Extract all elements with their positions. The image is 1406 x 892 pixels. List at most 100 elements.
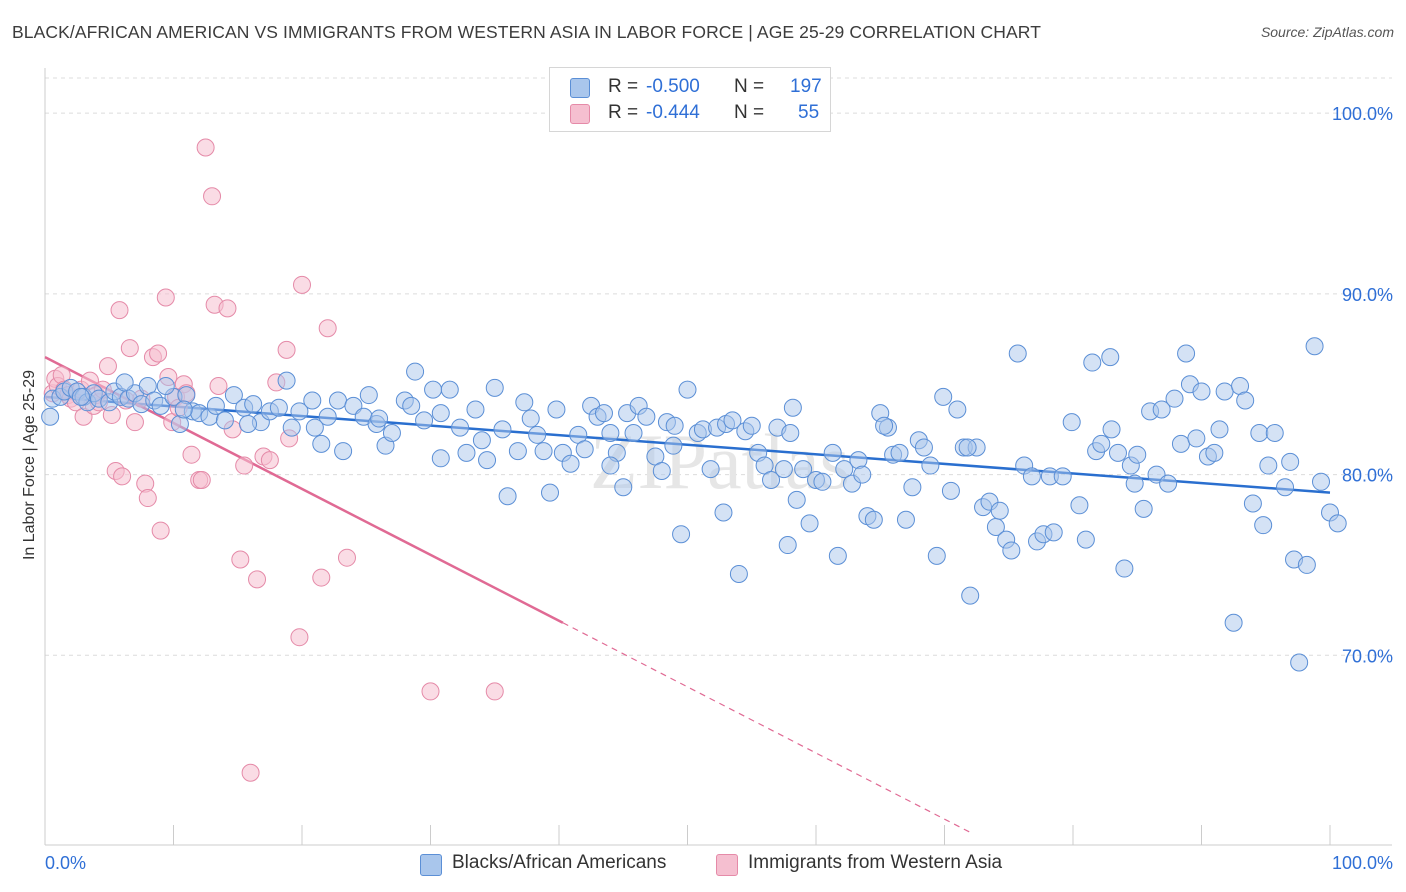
data-point-black-african-american [1102, 420, 1121, 439]
legend-swatch-blue [570, 78, 590, 98]
data-point-black-african-american [457, 443, 476, 462]
x-tick-label-min: 0.0% [45, 853, 86, 873]
data-point-western-asia [318, 319, 337, 338]
axes [44, 68, 1392, 846]
data-point-black-african-american [71, 387, 90, 406]
data-point-black-african-american [914, 438, 933, 457]
legend-r-value: -0.500 [646, 76, 700, 97]
data-point-western-asia [120, 339, 139, 358]
data-point-black-african-american [1152, 400, 1171, 419]
data-point-black-african-american [1290, 653, 1309, 672]
data-point-black-african-american [498, 487, 517, 506]
data-point-black-african-american [440, 380, 459, 399]
data-point-western-asia [192, 470, 211, 489]
data-point-western-asia [248, 570, 267, 589]
correlation-legend: R = -0.500 N = 197 R = -0.444 N = 55 [549, 67, 831, 132]
data-point-black-african-american [370, 409, 389, 428]
data-point-black-african-american [431, 404, 450, 423]
data-point-western-asia [151, 521, 170, 540]
data-point-black-african-american [334, 442, 353, 461]
data-point-black-african-american [1128, 445, 1147, 464]
data-point-black-african-american [534, 442, 553, 461]
data-point-black-african-american [451, 418, 470, 437]
tick-labels: 70.0% 80.0% 90.0% 100.0% 0.0% 100.0% [45, 104, 1393, 873]
data-point-black-african-american [290, 402, 309, 421]
data-point-black-african-american [174, 400, 193, 419]
y-tick-label: 100.0% [1332, 104, 1393, 124]
data-point-black-african-american [594, 404, 613, 423]
data-point-black-african-american [1062, 413, 1081, 432]
data-point-western-asia [241, 763, 260, 782]
data-point-western-asia [312, 568, 331, 587]
data-point-black-african-american [312, 434, 331, 453]
grid-lines [45, 77, 1392, 656]
data-point-western-asia [218, 299, 237, 318]
data-point-black-african-american [800, 514, 819, 533]
data-point-black-african-american [853, 465, 872, 484]
data-point-black-african-american [1101, 348, 1120, 367]
data-point-black-african-american [927, 546, 946, 565]
series-black-african-american [41, 337, 1347, 672]
data-point-western-asia [156, 288, 175, 307]
data-point-black-african-american [890, 443, 909, 462]
legend-r-label: R = [608, 76, 639, 97]
data-point-black-african-american [561, 454, 580, 473]
data-point-black-african-american [1008, 344, 1027, 363]
data-point-black-african-american [224, 386, 243, 405]
y-tick-label: 80.0% [1342, 466, 1393, 486]
data-point-black-african-american [896, 510, 915, 529]
data-point-western-asia [290, 628, 309, 647]
legend-swatch-pink [570, 104, 590, 124]
data-point-black-african-american [1265, 424, 1284, 443]
data-point-black-african-american [1044, 523, 1063, 542]
data-point-western-asia [485, 682, 504, 701]
data-point-western-asia [421, 682, 440, 701]
data-point-black-african-american [1297, 555, 1316, 574]
data-point-black-african-american [1276, 478, 1295, 497]
data-point-black-african-american [1134, 499, 1153, 518]
data-point-black-african-american [478, 451, 497, 470]
data-point-western-asia [98, 357, 117, 376]
data-point-black-african-american [485, 378, 504, 397]
data-point-western-asia [277, 340, 296, 359]
data-point-black-african-american [1171, 434, 1190, 453]
data-point-black-african-american [961, 586, 980, 605]
data-point-black-african-american [406, 362, 425, 381]
legend-r-label: R = [608, 102, 639, 123]
data-point-black-african-american [1210, 420, 1229, 439]
y-tick-label: 90.0% [1342, 285, 1393, 305]
data-point-black-african-american [41, 407, 60, 426]
data-point-black-african-american [934, 387, 953, 406]
bottom-legend-label-western-asia: Immigrants from Western Asia [748, 852, 1003, 873]
bottom-legend-label-blacks: Blacks/African Americans [452, 852, 667, 873]
data-point-black-african-american [787, 490, 806, 509]
data-point-black-african-american [672, 525, 691, 544]
data-point-black-african-american [823, 443, 842, 462]
data-point-western-asia [203, 187, 222, 206]
y-tick-label: 70.0% [1342, 646, 1393, 666]
data-point-black-african-american [624, 424, 643, 443]
data-point-black-african-american [282, 418, 301, 437]
data-point-black-african-american [781, 424, 800, 443]
data-point-black-african-american [828, 546, 847, 565]
data-point-black-african-american [948, 400, 967, 419]
data-point-black-african-american [156, 377, 175, 396]
data-point-black-african-american [778, 536, 797, 555]
data-point-black-african-american [1259, 456, 1278, 475]
data-point-black-african-american [1083, 353, 1102, 372]
data-point-black-african-american [1053, 467, 1072, 486]
data-point-black-african-american [1159, 474, 1178, 493]
data-point-black-african-american [941, 481, 960, 500]
data-point-black-african-american [521, 409, 540, 428]
data-point-black-african-american [508, 442, 527, 461]
data-point-black-african-american [1250, 424, 1269, 443]
bottom-legend-swatch-blue [420, 854, 442, 876]
data-point-black-african-american [601, 424, 620, 443]
data-point-black-african-american [402, 396, 421, 415]
data-point-black-african-american [318, 407, 337, 426]
data-point-western-asia [149, 344, 168, 363]
data-point-black-african-american [652, 461, 671, 480]
data-point-black-african-american [729, 564, 748, 583]
data-point-black-african-american [723, 411, 742, 430]
data-point-black-african-american [1002, 541, 1021, 560]
